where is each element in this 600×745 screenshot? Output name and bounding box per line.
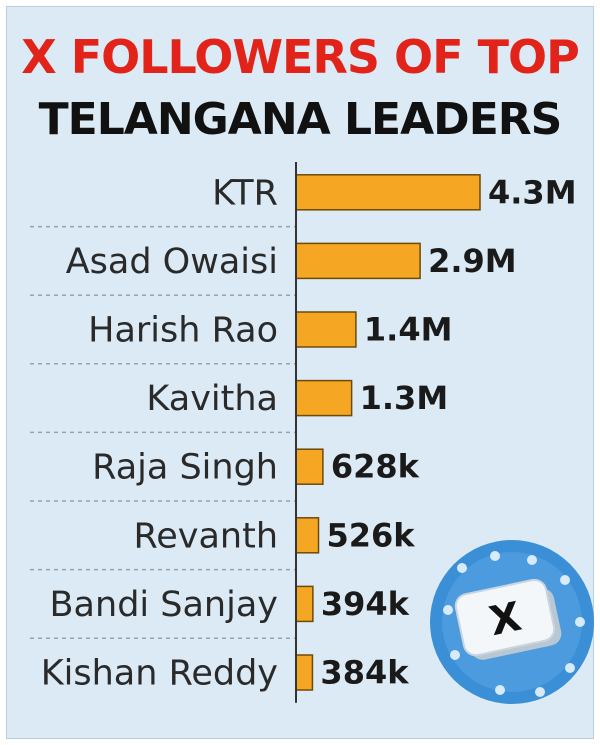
bar-asad-owaisi <box>295 242 421 280</box>
category-label: Raja Singh <box>92 448 278 488</box>
category-label: Revanth <box>133 516 278 556</box>
row-separators <box>30 225 296 639</box>
category-label: Kishan Reddy <box>41 654 278 694</box>
category-label: Bandi Sanjay <box>50 585 278 625</box>
bar-kishan-reddy <box>295 654 314 691</box>
category-label: Asad Owaisi <box>66 242 278 282</box>
value-label: 1.3M <box>360 379 449 417</box>
value-label: 1.4M <box>364 311 453 349</box>
value-label: 384k <box>320 654 409 692</box>
bars <box>295 174 481 691</box>
bar-revanth <box>295 517 320 554</box>
value-label: 628k <box>331 448 420 486</box>
category-labels: KTR Asad Owaisi Harish Rao Kavitha Raja Sing… <box>41 173 278 693</box>
value-label: 526k <box>327 516 416 554</box>
value-labels: 4.3M 2.9M 1.4M 1.3M 628k 526k 394k 384k <box>320 173 576 691</box>
bar-raja-singh <box>295 448 324 485</box>
category-label: Harish Rao <box>88 311 278 351</box>
category-label: KTR <box>212 173 278 213</box>
chart-title-line2: TELANGANA LEADERS <box>38 94 563 145</box>
value-label: 4.3M <box>488 173 577 211</box>
x-logo-icon: X <box>430 540 594 704</box>
bar-kavitha <box>295 379 353 417</box>
bar-harish-rao <box>295 311 357 348</box>
value-label: 394k <box>321 585 410 623</box>
value-label: 2.9M <box>428 242 517 280</box>
chart-title-line1: X FOLLOWERS OF TOP <box>21 30 580 84</box>
bar-bandi-sanjay <box>295 585 314 623</box>
category-label: Kavitha <box>146 379 278 419</box>
bar-ktr <box>295 174 481 211</box>
